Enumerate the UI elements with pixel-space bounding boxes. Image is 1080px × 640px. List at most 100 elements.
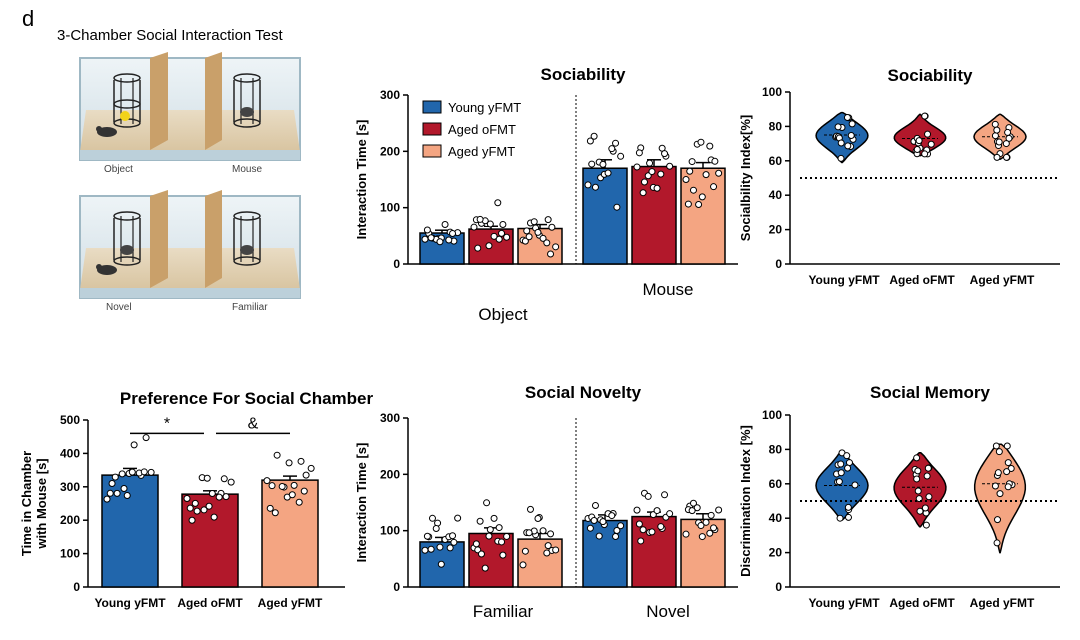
- data-point: [915, 137, 923, 145]
- y-tick-label: 400: [60, 446, 80, 460]
- data-point: [666, 510, 674, 518]
- data-point: [617, 152, 625, 160]
- data-point: [635, 520, 643, 528]
- data-point: [222, 493, 230, 501]
- data-point: [423, 226, 431, 234]
- x-tick-label: Aged yFMT: [258, 596, 323, 610]
- data-point: [436, 543, 444, 551]
- data-point: [547, 250, 555, 258]
- y-tick-label: 200: [380, 467, 400, 481]
- y-tick-label: 100: [380, 524, 400, 538]
- data-point: [530, 218, 538, 226]
- data-point: [921, 504, 929, 512]
- data-point: [991, 482, 999, 490]
- data-point: [278, 482, 286, 490]
- data-point: [521, 237, 529, 245]
- data-point: [498, 538, 506, 546]
- data-point: [992, 442, 1000, 450]
- data-point: [526, 505, 534, 513]
- data-point: [913, 454, 921, 462]
- data-point: [1003, 153, 1011, 161]
- data-point: [837, 139, 845, 147]
- data-point: [706, 529, 714, 537]
- data-point: [682, 176, 690, 184]
- data-point: [702, 171, 710, 179]
- data-point: [612, 532, 620, 540]
- data-point: [193, 507, 201, 515]
- data-point: [604, 169, 612, 177]
- data-point: [591, 501, 599, 509]
- y-tick-label: 500: [60, 413, 80, 427]
- data-point: [498, 229, 506, 237]
- data-point: [128, 468, 136, 476]
- data-point: [843, 452, 851, 460]
- data-point: [519, 561, 527, 569]
- data-point: [446, 544, 454, 552]
- data-point: [449, 532, 457, 540]
- legend-label: Young yFMT: [448, 100, 521, 115]
- data-point: [273, 451, 281, 459]
- data-point: [848, 120, 856, 128]
- data-point: [682, 530, 690, 538]
- chart-title: Sociability: [887, 66, 973, 85]
- y-axis-label: Interaction Time [s]: [354, 443, 369, 563]
- data-point: [648, 168, 656, 176]
- data-point: [588, 160, 596, 168]
- data-point: [707, 511, 715, 519]
- y-tick-label: 100: [762, 408, 782, 422]
- legend-swatch: [422, 144, 442, 158]
- data-point: [710, 183, 718, 191]
- y-axis-label: Time in Chamberwith Mouse [s]: [19, 451, 49, 556]
- data-point: [646, 159, 654, 167]
- data-point: [300, 487, 308, 495]
- data-point: [847, 132, 855, 140]
- data-point: [702, 518, 710, 526]
- data-point: [215, 493, 223, 501]
- data-point: [486, 220, 494, 228]
- data-point: [108, 480, 116, 488]
- data-point: [834, 123, 842, 131]
- data-point: [991, 132, 999, 140]
- data-point: [534, 228, 542, 236]
- data-point: [203, 474, 211, 482]
- significance-label: &: [248, 415, 259, 432]
- data-point: [914, 467, 922, 475]
- y-tick-label: 20: [769, 223, 783, 237]
- x-tick-label: Aged oFMT: [889, 273, 955, 287]
- data-point: [637, 537, 645, 545]
- data-point: [495, 524, 503, 532]
- photo-label-novel: Novel: [106, 302, 132, 313]
- data-point: [595, 532, 603, 540]
- data-point: [123, 492, 131, 500]
- x-tick-label: Young yFMT: [808, 596, 880, 610]
- data-point: [1004, 459, 1012, 467]
- data-point: [106, 489, 114, 497]
- data-point: [525, 529, 533, 537]
- data-point: [539, 527, 547, 535]
- legend-swatch: [422, 122, 442, 136]
- data-point: [991, 120, 999, 128]
- data-point: [499, 220, 507, 228]
- y-tick-label: 60: [769, 154, 783, 168]
- data-point: [454, 514, 462, 522]
- data-point: [1003, 468, 1011, 476]
- data-point: [271, 509, 279, 517]
- data-point: [183, 495, 191, 503]
- y-axis-label: Socialbility Index[%]: [738, 115, 753, 241]
- bar: [631, 165, 677, 265]
- bar: [631, 515, 677, 588]
- data-point: [688, 507, 696, 515]
- data-point: [474, 244, 482, 252]
- data-point: [922, 521, 930, 529]
- data-point: [921, 112, 929, 120]
- data-point: [445, 236, 453, 244]
- data-point: [648, 528, 656, 536]
- y-tick-label: 100: [380, 201, 400, 215]
- data-point: [590, 517, 598, 525]
- data-point: [837, 154, 845, 162]
- significance-label: *: [164, 415, 170, 432]
- data-point: [1002, 140, 1010, 148]
- data-point: [208, 489, 216, 497]
- social-novelty-bar-chart: Social Novelty 0 100 200 300 Interaction Time…: [354, 383, 738, 621]
- data-point: [437, 560, 445, 568]
